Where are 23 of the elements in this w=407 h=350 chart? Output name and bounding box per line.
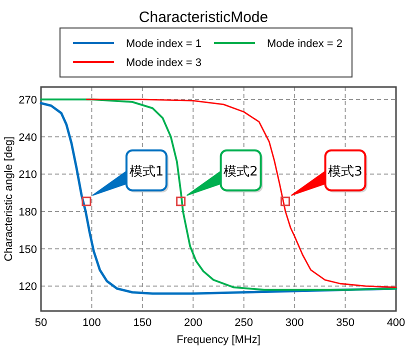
legend-label: Mode index = 2 <box>267 38 343 50</box>
x-tick-label: 50 <box>34 317 48 329</box>
x-tick-label: 350 <box>336 317 354 329</box>
y-tick-label: 240 <box>18 132 37 144</box>
chart-title: CharacteristicMode <box>138 9 268 26</box>
y-tick-label: 150 <box>18 244 37 256</box>
x-axis-title: Frequency [MHz] <box>176 334 260 346</box>
annotation: 模式3 <box>328 164 362 180</box>
legend-label: Mode index = 1 <box>126 38 202 50</box>
y-tick-label: 210 <box>18 169 37 182</box>
x-tick-label: 200 <box>184 317 202 329</box>
y-tick-label: 270 <box>18 94 37 106</box>
annotation: 模式2 <box>224 164 258 180</box>
y-axis-title: Characteristic angle [deg] <box>3 136 15 262</box>
x-tick-label: 300 <box>285 317 304 329</box>
annotation: 模式1 <box>129 164 164 180</box>
x-tick-label: 150 <box>133 317 152 329</box>
x-tick-label: 400 <box>386 317 406 329</box>
y-tick-label: 120 <box>18 281 37 294</box>
y-tick-label: 180 <box>18 206 37 218</box>
x-tick-label: 100 <box>82 317 101 329</box>
x-tick-label: 250 <box>234 317 254 329</box>
legend-label: Mode index = 3 <box>126 57 202 69</box>
